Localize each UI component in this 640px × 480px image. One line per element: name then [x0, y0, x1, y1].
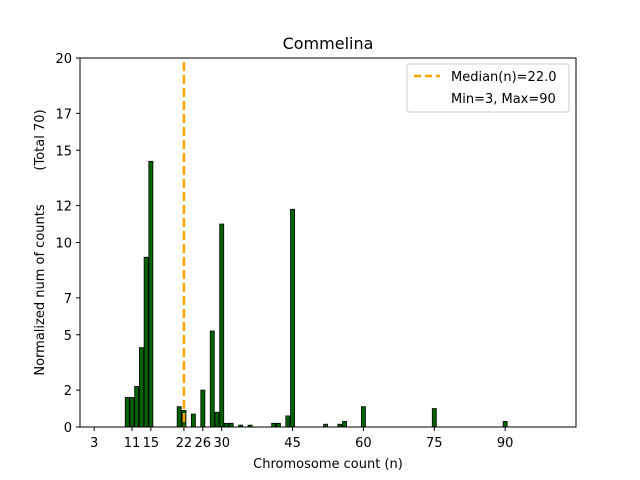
legend-median-label: Median(n)=22.0	[451, 70, 557, 85]
y-tick-label: 0	[64, 421, 72, 436]
bar	[134, 386, 140, 428]
y-tick-label: 15	[55, 144, 72, 159]
chart-title: Commelina	[283, 34, 374, 53]
y-tick-label: 7	[64, 292, 72, 307]
bar	[271, 422, 277, 428]
x-tick-label: 75	[426, 436, 443, 451]
x-axis-ticks: 3 11 15 22 26 30 45 60 75 90	[90, 427, 513, 451]
y-tick-label: 20	[55, 52, 72, 67]
legend-box	[406, 63, 570, 113]
y-axis-label: Normalized num of counts	[33, 204, 48, 375]
bar	[129, 397, 135, 428]
bar	[228, 422, 234, 428]
x-tick-label: 11	[124, 436, 141, 451]
bar	[124, 397, 130, 428]
x-tick-label: 26	[195, 436, 212, 451]
bar	[502, 421, 508, 428]
bar	[285, 415, 291, 428]
x-tick-label: 3	[90, 436, 98, 451]
bar	[143, 256, 149, 428]
y-tick-label: 12	[55, 200, 72, 215]
y-axis-label-total: (Total 70)	[33, 109, 48, 170]
legend-minmax-label: Min=3, Max=90	[451, 92, 556, 107]
bar	[138, 347, 144, 428]
x-tick-label: 15	[143, 436, 160, 451]
bar	[148, 160, 154, 428]
y-tick-label: 10	[55, 237, 72, 252]
bar	[431, 408, 437, 428]
bar	[190, 413, 196, 428]
x-tick-label: 45	[284, 436, 301, 451]
bar	[361, 406, 366, 428]
bar	[214, 411, 220, 428]
bar	[275, 422, 281, 428]
x-tick-label: 90	[497, 436, 514, 451]
bar	[342, 421, 347, 428]
bar	[219, 223, 225, 428]
x-tick-label: 60	[355, 436, 372, 451]
bar	[224, 422, 229, 428]
x-tick-label: 30	[213, 436, 230, 451]
y-tick-label: 2	[64, 384, 72, 399]
legend: Median(n)=22.0 Min=3, Max=90	[406, 63, 570, 113]
bar	[176, 406, 182, 428]
x-tick-label: 22	[176, 436, 193, 451]
x-axis-label: Chromosome count (n)	[253, 457, 403, 472]
y-tick-label: 5	[64, 329, 72, 344]
bar	[290, 208, 295, 428]
y-axis-ticks: 0 2 5 7 10 12 15 17 20	[55, 52, 80, 436]
y-tick-label: 17	[55, 107, 72, 122]
bar	[200, 389, 206, 428]
bar	[209, 330, 215, 428]
